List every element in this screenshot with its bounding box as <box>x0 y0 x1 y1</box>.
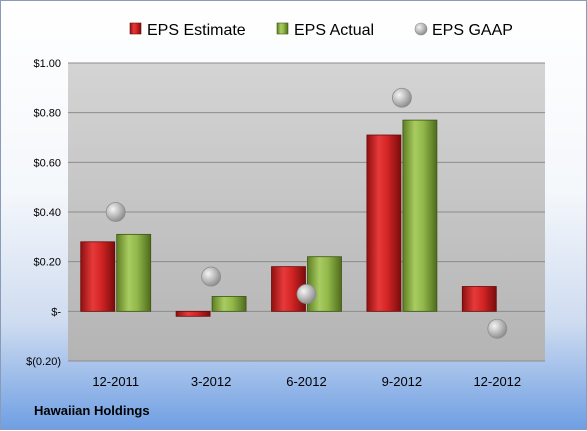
x-category-label: 12-2011 <box>92 374 139 389</box>
eps-estimate-bar <box>80 241 116 312</box>
y-tick-label: $- <box>51 306 61 318</box>
x-axis-categories: 12-2011 3-2012 6-2012 9-2012 12-2012 <box>92 374 521 389</box>
company-name: Hawaiian Holdings <box>34 403 150 418</box>
y-axis-ticks: $1.00 $0.80 $0.60 $0.40 $0.20 $- $(0.20) <box>26 58 61 368</box>
y-tick-label: $0.20 <box>33 257 61 269</box>
legend-actual-swatch <box>276 22 289 35</box>
gaap-markers <box>105 87 508 339</box>
x-category-label: 9-2012 <box>382 374 422 389</box>
eps-estimate-bar <box>175 310 211 317</box>
eps-gaap-marker <box>201 266 222 287</box>
eps-actual-bar <box>307 256 342 312</box>
eps-actual-bar <box>402 119 438 312</box>
x-category-label: 3-2012 <box>191 374 231 389</box>
y-tick-label: $0.40 <box>33 207 61 219</box>
legend-gaap-label: EPS GAAP <box>432 22 513 39</box>
eps-estimate-bar <box>461 286 497 312</box>
eps-gaap-marker <box>487 318 508 339</box>
y-tick-label: $1.00 <box>33 58 61 70</box>
x-category-label: 6-2012 <box>286 374 326 389</box>
y-tick-label: $0.60 <box>33 157 61 169</box>
y-tick-label: $0.80 <box>33 108 61 120</box>
eps-actual-bar <box>116 233 152 312</box>
y-tick-label: $(0.20) <box>26 356 61 368</box>
eps-gaap-marker <box>391 87 412 108</box>
eps-gaap-marker <box>105 202 126 222</box>
legend-estimate-label: EPS Estimate <box>147 22 246 39</box>
legend-estimate-swatch <box>129 22 142 35</box>
eps-gaap-marker <box>296 284 317 304</box>
bars <box>80 119 497 317</box>
legend-gaap-swatch <box>414 22 428 36</box>
legend: EPS Estimate EPS Actual EPS GAAP <box>129 22 513 39</box>
x-category-label: 12-2012 <box>473 374 521 389</box>
eps-actual-bar <box>211 296 247 312</box>
legend-actual-label: EPS Actual <box>294 22 374 39</box>
eps-estimate-bar <box>366 134 402 312</box>
